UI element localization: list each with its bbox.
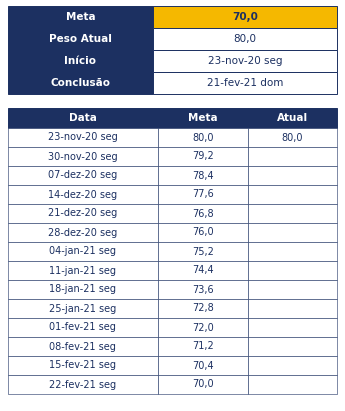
Bar — [248, 223, 337, 242]
Text: 76,8: 76,8 — [192, 208, 214, 219]
Bar — [158, 147, 248, 166]
Bar — [158, 318, 248, 337]
Bar — [158, 204, 248, 223]
Text: 08-fev-21 seg: 08-fev-21 seg — [49, 342, 116, 351]
Text: 18-jan-21 seg: 18-jan-21 seg — [49, 284, 116, 295]
Text: Data: Data — [69, 113, 97, 123]
Bar — [248, 280, 337, 299]
Bar — [8, 337, 158, 356]
Bar — [248, 299, 337, 318]
Bar — [8, 299, 158, 318]
Bar — [8, 128, 158, 147]
Bar — [248, 356, 337, 375]
Bar — [158, 185, 248, 204]
Bar — [158, 242, 248, 261]
Bar — [8, 6, 153, 28]
Text: 76,0: 76,0 — [192, 228, 214, 238]
Bar — [8, 108, 158, 128]
Bar — [8, 166, 158, 185]
Bar — [158, 280, 248, 299]
Text: 23-nov-20 seg: 23-nov-20 seg — [48, 132, 118, 143]
Text: 14-dez-20 seg: 14-dez-20 seg — [48, 189, 117, 199]
Bar — [248, 166, 337, 185]
Bar — [8, 28, 153, 50]
Bar — [248, 318, 337, 337]
Bar — [8, 185, 158, 204]
Text: 73,6: 73,6 — [192, 284, 214, 295]
Bar — [153, 72, 337, 94]
Text: 01-fev-21 seg: 01-fev-21 seg — [49, 323, 116, 332]
Text: 15-fev-21 seg: 15-fev-21 seg — [49, 360, 116, 370]
Bar — [248, 242, 337, 261]
Text: Peso Atual: Peso Atual — [49, 34, 112, 44]
Bar — [8, 261, 158, 280]
Bar — [158, 299, 248, 318]
Bar — [158, 375, 248, 394]
Bar — [8, 204, 158, 223]
Text: 70,0: 70,0 — [192, 379, 214, 390]
Text: 71,2: 71,2 — [192, 342, 214, 351]
Text: 22-fev-21 seg: 22-fev-21 seg — [49, 379, 116, 390]
Bar — [8, 242, 158, 261]
Bar — [8, 147, 158, 166]
Text: Meta: Meta — [66, 12, 95, 22]
Text: Conclusão: Conclusão — [50, 78, 110, 88]
Text: 78,4: 78,4 — [192, 171, 214, 180]
Bar — [248, 128, 337, 147]
Text: 72,0: 72,0 — [192, 323, 214, 332]
Bar — [248, 375, 337, 394]
Text: 30-nov-20 seg: 30-nov-20 seg — [48, 152, 118, 162]
Text: 74,4: 74,4 — [192, 266, 214, 275]
Bar — [248, 108, 337, 128]
Text: 70,4: 70,4 — [192, 360, 214, 370]
Bar — [158, 223, 248, 242]
Bar — [8, 50, 153, 72]
Bar — [153, 6, 337, 28]
Text: 07-dez-20 seg: 07-dez-20 seg — [48, 171, 117, 180]
Bar — [248, 261, 337, 280]
Bar — [8, 72, 153, 94]
Bar — [8, 356, 158, 375]
Bar — [153, 50, 337, 72]
Text: 04-jan-21 seg: 04-jan-21 seg — [49, 247, 116, 256]
Text: Meta: Meta — [188, 113, 218, 123]
Bar — [158, 108, 248, 128]
Bar — [158, 166, 248, 185]
Text: 21-fev-21 dom: 21-fev-21 dom — [207, 78, 283, 88]
Bar — [153, 28, 337, 50]
Text: 21-dez-20 seg: 21-dez-20 seg — [48, 208, 117, 219]
Text: 70,0: 70,0 — [232, 12, 258, 22]
Bar — [158, 128, 248, 147]
Text: 77,6: 77,6 — [192, 189, 214, 199]
Text: 11-jan-21 seg: 11-jan-21 seg — [49, 266, 116, 275]
Bar — [8, 223, 158, 242]
Text: 23-nov-20 seg: 23-nov-20 seg — [208, 56, 282, 66]
Bar — [248, 147, 337, 166]
Text: 79,2: 79,2 — [192, 152, 214, 162]
Bar — [158, 261, 248, 280]
Text: 80,0: 80,0 — [282, 132, 303, 143]
Text: 72,8: 72,8 — [192, 303, 214, 314]
Text: 80,0: 80,0 — [233, 34, 256, 44]
Text: Atual: Atual — [277, 113, 308, 123]
Bar — [248, 337, 337, 356]
Bar — [248, 204, 337, 223]
Text: 28-dez-20 seg: 28-dez-20 seg — [48, 228, 117, 238]
Text: 80,0: 80,0 — [192, 132, 214, 143]
Bar — [8, 375, 158, 394]
Bar — [8, 318, 158, 337]
Bar — [8, 280, 158, 299]
Text: 75,2: 75,2 — [192, 247, 214, 256]
Bar — [158, 337, 248, 356]
Text: Início: Início — [65, 56, 96, 66]
Bar — [158, 356, 248, 375]
Text: 25-jan-21 seg: 25-jan-21 seg — [49, 303, 117, 314]
Bar — [248, 185, 337, 204]
